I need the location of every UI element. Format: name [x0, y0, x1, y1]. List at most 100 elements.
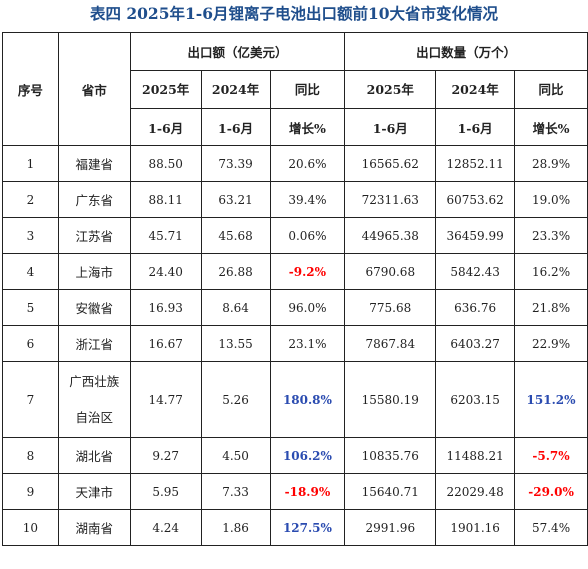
- table-row: 7 广西壮族 自治区 14.77 5.26 180.8% 15580.19 62…: [2, 361, 588, 438]
- cell-value-2024: 1.86: [200, 509, 271, 546]
- cell-province-line1: 广西壮族: [69, 373, 120, 389]
- export-table: 序号 省市 出口额（亿美元） 出口数量（万个） 2025年 2024年 同比 2…: [2, 32, 588, 546]
- cell-qty-2024: 1901.16: [435, 509, 516, 546]
- table-title: 表四 2025年1-6月锂离子电池出口额前10大省市变化情况: [89, 4, 499, 23]
- cell-qty-2024: 11488.21: [435, 437, 516, 474]
- cell-qty-yoy: 151.2%: [514, 361, 588, 438]
- cell-qty-yoy: 22.9%: [514, 325, 588, 362]
- cell-qty-2025: 72311.63: [344, 181, 437, 218]
- cell-value-2025: 45.71: [129, 217, 202, 254]
- cell-province: 江苏省: [57, 217, 131, 254]
- cell-value-yoy: 0.06%: [269, 217, 346, 254]
- cell-seq: 5: [2, 289, 59, 326]
- header-value-2024-period: 1-6月: [200, 108, 271, 146]
- header-value-yoy: 同比: [269, 70, 346, 109]
- header-value-2025-period: 1-6月: [129, 108, 202, 146]
- cell-qty-2025: 15580.19: [344, 361, 437, 438]
- cell-value-2025: 9.27: [129, 437, 202, 474]
- cell-province: 广东省: [57, 181, 131, 218]
- cell-seq: 10: [2, 509, 59, 546]
- cell-value-yoy: -18.9%: [269, 473, 346, 510]
- table-row: 1 福建省 88.50 73.39 20.6% 16565.62 12852.1…: [2, 145, 588, 182]
- cell-value-2024: 26.88: [200, 253, 271, 290]
- cell-qty-yoy: 21.8%: [514, 289, 588, 326]
- cell-qty-2025: 2991.96: [344, 509, 437, 546]
- header-qty-2025-period: 1-6月: [344, 108, 437, 146]
- cell-province: 上海市: [57, 253, 131, 290]
- cell-value-2025: 5.95: [129, 473, 202, 510]
- cell-province: 湖南省: [57, 509, 131, 546]
- header-qty-yoy: 同比: [514, 70, 588, 109]
- cell-value-2025: 14.77: [129, 361, 202, 438]
- cell-qty-2024: 6203.15: [435, 361, 516, 438]
- cell-qty-2024: 22029.48: [435, 473, 516, 510]
- cell-value-yoy: 127.5%: [269, 509, 346, 546]
- cell-qty-2024: 60753.62: [435, 181, 516, 218]
- cell-qty-yoy: -29.0%: [514, 473, 588, 510]
- cell-value-yoy: 96.0%: [269, 289, 346, 326]
- table-row: 9 天津市 5.95 7.33 -18.9% 15640.71 22029.48…: [2, 473, 588, 510]
- table-row: 8 湖北省 9.27 4.50 106.2% 10835.76 11488.21…: [2, 437, 588, 474]
- table-row: 5 安徽省 16.93 8.64 96.0% 775.68 636.76 21.…: [2, 289, 588, 326]
- cell-qty-2025: 15640.71: [344, 473, 437, 510]
- cell-seq: 1: [2, 145, 59, 182]
- cell-seq: 7: [2, 361, 59, 438]
- cell-value-yoy: 180.8%: [269, 361, 346, 438]
- cell-value-2024: 4.50: [200, 437, 271, 474]
- table-row: 6 浙江省 16.67 13.55 23.1% 7867.84 6403.27 …: [2, 325, 588, 362]
- header-value-2025: 2025年: [129, 70, 202, 109]
- cell-province: 福建省: [57, 145, 131, 182]
- table-row: 10 湖南省 4.24 1.86 127.5% 2991.96 1901.16 …: [2, 509, 588, 546]
- cell-value-2025: 24.40: [129, 253, 202, 290]
- cell-value-2025: 16.93: [129, 289, 202, 326]
- cell-qty-yoy: 28.9%: [514, 145, 588, 182]
- table-row: 2 广东省 88.11 63.21 39.4% 72311.63 60753.6…: [2, 181, 588, 218]
- cell-value-2024: 8.64: [200, 289, 271, 326]
- cell-seq: 2: [2, 181, 59, 218]
- cell-qty-2025: 44965.38: [344, 217, 437, 254]
- cell-qty-yoy: 16.2%: [514, 253, 588, 290]
- cell-value-2025: 88.11: [129, 181, 202, 218]
- cell-province: 湖北省: [57, 437, 131, 474]
- header-export-value: 出口额（亿美元）: [129, 32, 346, 71]
- header-province: 省市: [57, 32, 131, 146]
- table-row: 4 上海市 24.40 26.88 -9.2% 6790.68 5842.43 …: [2, 253, 588, 290]
- cell-qty-yoy: 19.0%: [514, 181, 588, 218]
- cell-value-2025: 16.67: [129, 325, 202, 362]
- cell-qty-2024: 5842.43: [435, 253, 516, 290]
- cell-value-yoy: 23.1%: [269, 325, 346, 362]
- cell-value-2025: 4.24: [129, 509, 202, 546]
- cell-seq: 6: [2, 325, 59, 362]
- cell-seq: 8: [2, 437, 59, 474]
- cell-seq: 4: [2, 253, 59, 290]
- header-value-yoy-pct: 增长%: [269, 108, 346, 146]
- cell-qty-2025: 6790.68: [344, 253, 437, 290]
- cell-qty-2025: 775.68: [344, 289, 437, 326]
- cell-qty-2025: 7867.84: [344, 325, 437, 362]
- cell-qty-2024: 636.76: [435, 289, 516, 326]
- cell-qty-yoy: 23.3%: [514, 217, 588, 254]
- cell-province: 安徽省: [57, 289, 131, 326]
- header-seq: 序号: [2, 32, 59, 146]
- header-value-2024: 2024年: [200, 70, 271, 109]
- cell-province: 浙江省: [57, 325, 131, 362]
- table-row: 3 江苏省 45.71 45.68 0.06% 44965.38 36459.9…: [2, 217, 588, 254]
- header-qty-2024-period: 1-6月: [435, 108, 516, 146]
- header-qty-2024: 2024年: [435, 70, 516, 109]
- cell-value-2024: 7.33: [200, 473, 271, 510]
- header-qty-2025: 2025年: [344, 70, 437, 109]
- cell-qty-2025: 16565.62: [344, 145, 437, 182]
- cell-province: 天津市: [57, 473, 131, 510]
- cell-province: 广西壮族 自治区: [57, 361, 131, 438]
- cell-value-2024: 13.55: [200, 325, 271, 362]
- cell-qty-2024: 12852.11: [435, 145, 516, 182]
- cell-value-2024: 5.26: [200, 361, 271, 438]
- cell-value-yoy: -9.2%: [269, 253, 346, 290]
- cell-value-2024: 63.21: [200, 181, 271, 218]
- cell-qty-yoy: -5.7%: [514, 437, 588, 474]
- cell-value-2024: 45.68: [200, 217, 271, 254]
- cell-value-2025: 88.50: [129, 145, 202, 182]
- cell-value-yoy: 20.6%: [269, 145, 346, 182]
- header-qty-yoy-pct: 增长%: [514, 108, 588, 146]
- cell-value-yoy: 39.4%: [269, 181, 346, 218]
